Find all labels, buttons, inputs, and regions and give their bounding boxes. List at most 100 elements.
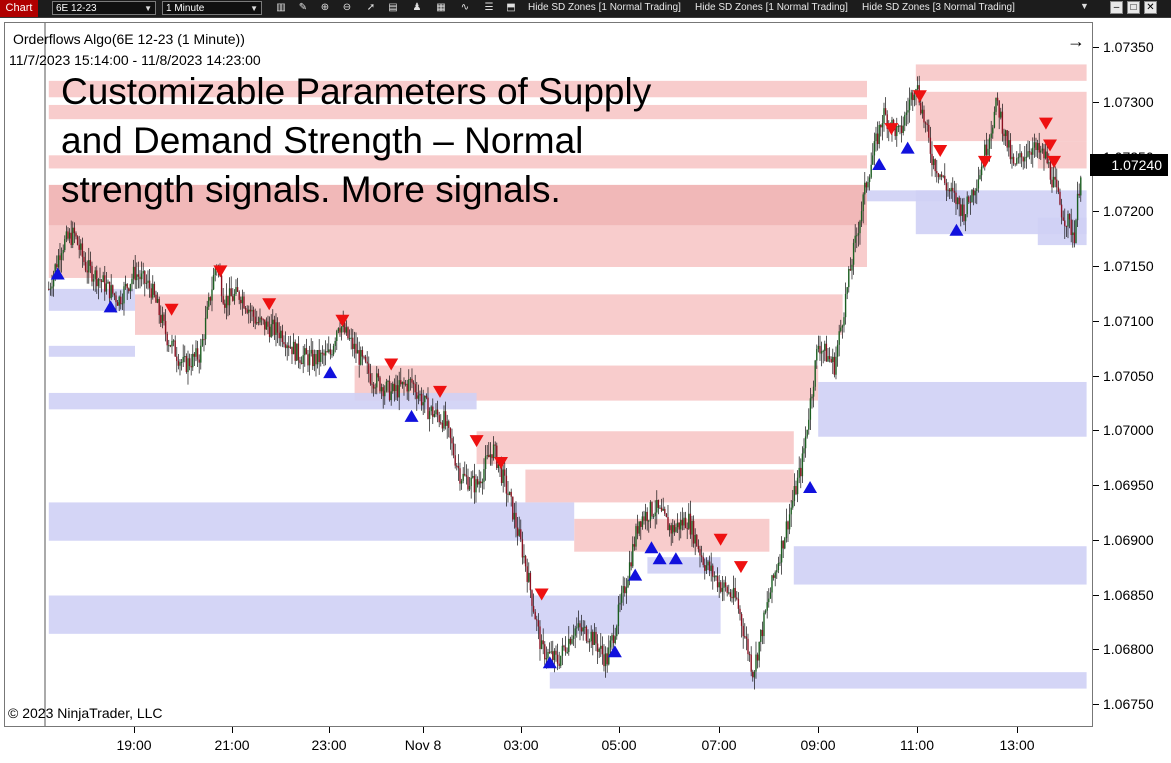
candle-body (208, 297, 210, 307)
candle-body (126, 284, 128, 289)
hide-sd-zones-button-3[interactable]: Hide SD Zones [3 Normal Trading] (862, 2, 1015, 13)
candle-body (500, 465, 503, 484)
price-tick-label: 1.06850 (1103, 586, 1154, 603)
candle-body (419, 393, 421, 396)
candle-body (324, 351, 327, 356)
hide-sd-zones-button-1[interactable]: Hide SD Zones [1 Normal Trading] (528, 2, 681, 13)
candle-body (633, 544, 636, 547)
data-box-icon[interactable]: ☰ (484, 2, 494, 13)
candle-body (358, 350, 360, 365)
candle-body (688, 513, 690, 529)
candle-body (904, 114, 906, 126)
candle-body (403, 381, 405, 385)
minimize-icon[interactable]: – (1110, 1, 1123, 14)
demand-zone (818, 381, 1087, 437)
candle-body (472, 475, 474, 478)
supply-zone (574, 518, 770, 552)
sell-signal-arrow (1043, 139, 1057, 152)
candle-body (945, 183, 948, 191)
candle-body (662, 508, 664, 511)
candle-body (408, 379, 410, 392)
candle-body (721, 587, 724, 592)
candle-body (926, 123, 928, 125)
candle-body (1032, 147, 1034, 155)
candle-body (539, 626, 541, 649)
candle-body (604, 653, 607, 667)
chart-style-icon[interactable]: ▦ (436, 2, 446, 13)
candle-body (278, 332, 280, 339)
candle-body (526, 566, 528, 582)
candle-body (824, 343, 826, 351)
bars-icon[interactable]: ▥ (276, 2, 286, 13)
candle-body (876, 133, 879, 145)
pencil-icon[interactable]: ✎ (298, 2, 308, 13)
indicators-icon[interactable]: ∿ (460, 2, 470, 13)
candle-body (840, 327, 842, 332)
candle-body (516, 527, 519, 536)
candle-body (955, 192, 957, 205)
candle-body (752, 671, 754, 678)
strategy-icon[interactable]: ♟ (412, 2, 422, 13)
candle-body (497, 464, 500, 469)
candle-body (161, 314, 164, 324)
candle-body (78, 244, 80, 250)
zoom-out-icon[interactable]: ⊖ (342, 2, 352, 13)
buy-signal-arrow (652, 552, 667, 565)
properties-icon[interactable]: ▤ (388, 2, 398, 13)
candle-body (350, 337, 352, 339)
candle-body (732, 587, 735, 599)
instrument-selector[interactable]: 6E 12-23 ▼ (52, 1, 156, 15)
zoom-in-icon[interactable]: ⊕ (320, 2, 330, 13)
candle-body (1051, 179, 1053, 188)
chart-tab[interactable]: Chart (0, 0, 38, 17)
candle-body (651, 502, 653, 517)
candle-body (587, 640, 589, 642)
chart-plot-area[interactable]: Orderflows Algo(6E 12-23 (1 Minute)) 11/… (4, 22, 1093, 727)
candle-body (89, 260, 92, 266)
candle-body (388, 381, 391, 401)
candle-body (524, 555, 527, 567)
sell-signal-arrow (884, 123, 899, 136)
candle-body (993, 111, 996, 128)
candle-body (553, 650, 556, 661)
candle-body (107, 281, 109, 284)
price-tick-mark (1093, 320, 1099, 322)
candle-body (238, 291, 240, 300)
interval-selector[interactable]: 1 Minute ▼ (162, 1, 262, 15)
candle-body (956, 197, 959, 205)
candle-body (585, 626, 588, 641)
candle-body (384, 390, 386, 397)
chevron-down-icon: ▼ (144, 4, 152, 13)
candle-body (505, 475, 508, 494)
candle-body (710, 565, 712, 571)
candle-body (1033, 142, 1036, 148)
candle-body (552, 651, 554, 661)
pointer-icon[interactable]: ➚ (366, 2, 376, 13)
candle-body (464, 473, 466, 476)
hide-sd-zones-button-2[interactable]: Hide SD Zones [1 Normal Trading] (695, 2, 848, 13)
candle-body (838, 331, 840, 345)
candle-body (964, 214, 967, 222)
candle-body (1006, 130, 1008, 148)
candle-body (971, 189, 973, 203)
candle-body (593, 631, 596, 645)
price-axis[interactable]: 1.073501.073001.072501.072001.071501.071… (1093, 22, 1171, 727)
candle-body (715, 576, 717, 578)
candle-body (300, 362, 303, 364)
close-icon[interactable]: ✕ (1144, 1, 1157, 14)
time-axis[interactable]: 19:00 21:00 23:00 Nov 8 03:00 05:00 07:00 09:00… (4, 727, 1093, 763)
candle-body (646, 511, 648, 522)
candle-body (1019, 153, 1021, 158)
candle-body (440, 422, 442, 424)
candle-body (664, 508, 666, 514)
candle-body (360, 350, 362, 365)
instrument-value: 6E 12-23 (56, 3, 97, 14)
maximize-icon[interactable]: □ (1127, 1, 1140, 14)
candle-body (296, 343, 298, 361)
drawing-tools-icon[interactable]: ⬒ (506, 2, 516, 13)
candle-body (289, 346, 292, 348)
overflow-chevron-icon[interactable]: ▼ (1080, 1, 1089, 11)
sell-signal-arrow (1047, 155, 1062, 168)
scroll-to-end-icon[interactable]: → (1067, 31, 1085, 51)
candle-body (668, 525, 671, 531)
